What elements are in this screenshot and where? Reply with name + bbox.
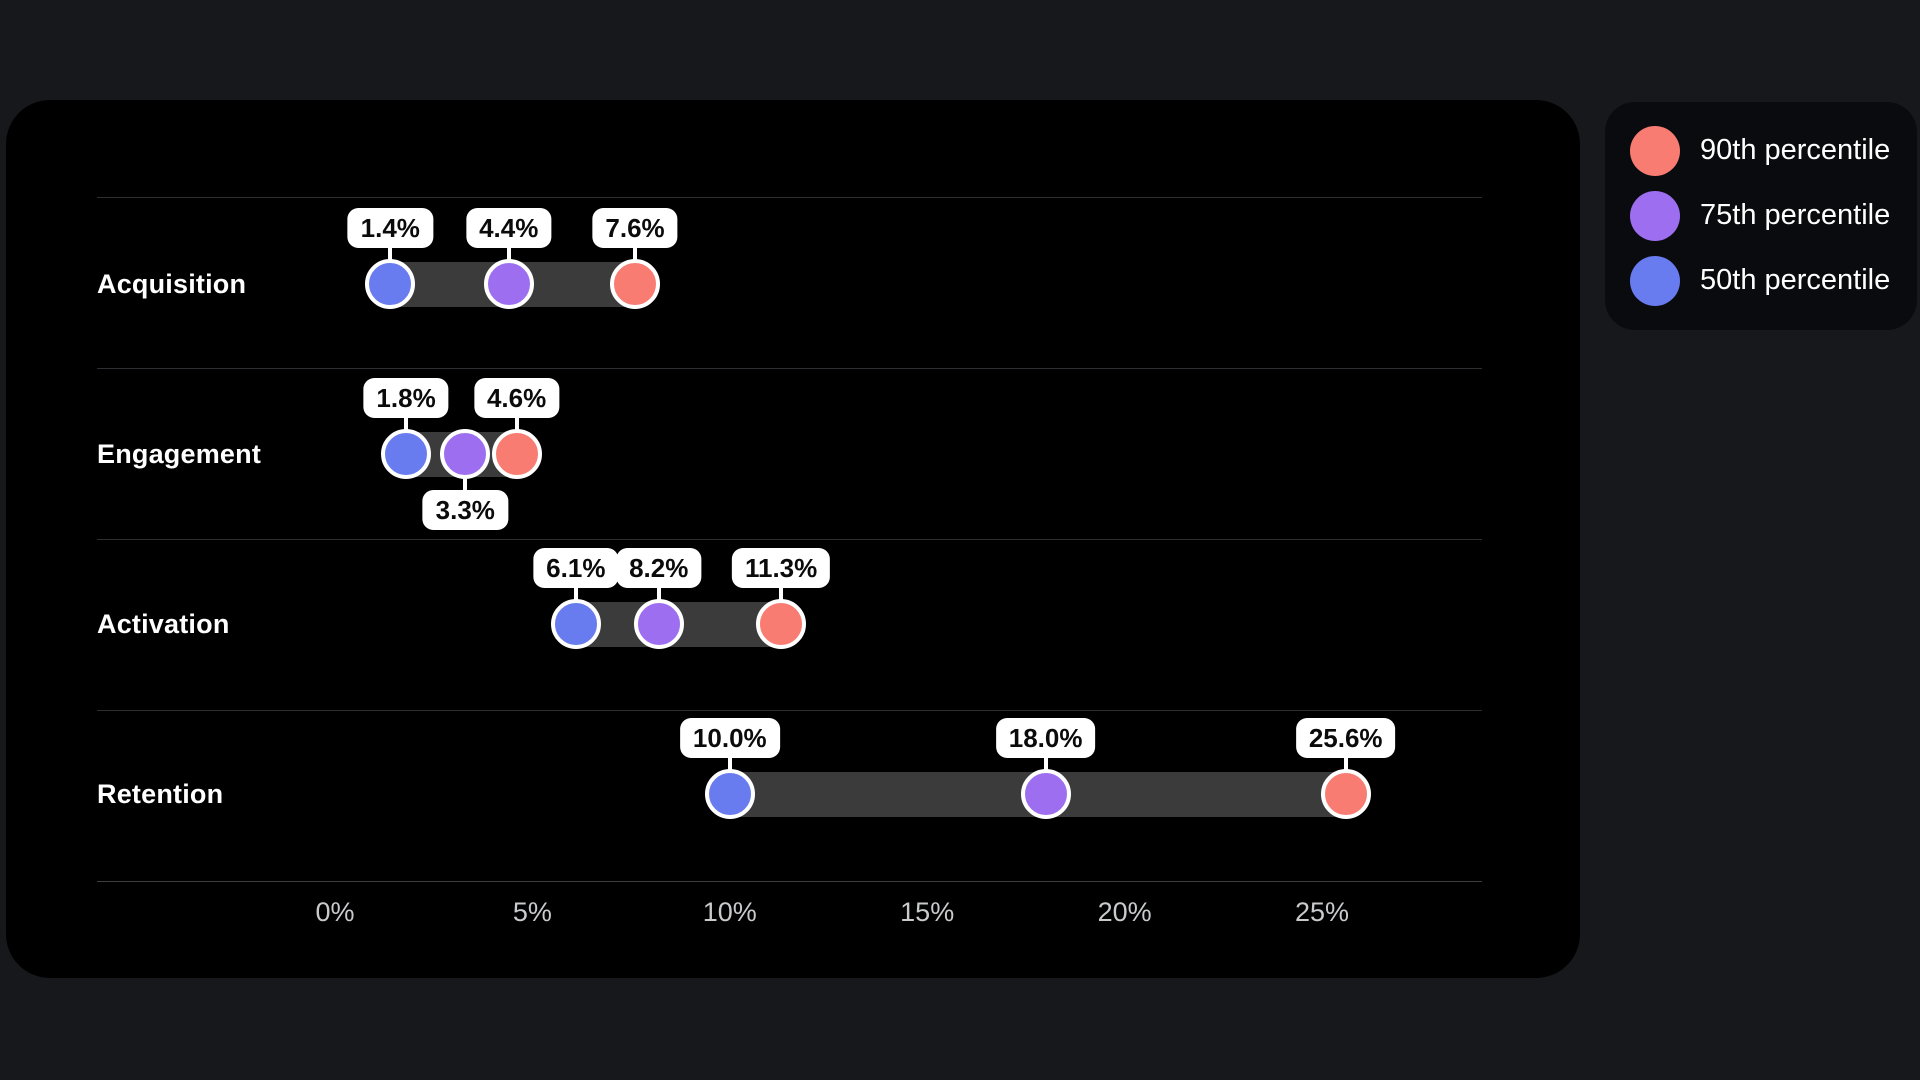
value-label-pill: 6.1%	[533, 548, 619, 588]
value-label-pill: 1.8%	[363, 378, 449, 418]
dot-p50[interactable]	[550, 599, 601, 649]
legend-item-label: 50th percentile	[1700, 264, 1891, 296]
dot-p75[interactable]	[483, 259, 534, 309]
category-label: Engagement	[97, 439, 262, 469]
label-stem	[404, 417, 409, 432]
dot-p90[interactable]	[491, 429, 542, 479]
value-label-pill: 11.3%	[731, 548, 831, 588]
axis-tick-label: 0%	[315, 897, 355, 927]
label-stem	[1043, 757, 1048, 772]
label-stem	[573, 587, 578, 602]
value-label-pill: 8.2%	[616, 548, 702, 588]
category-label: Acquisition	[97, 269, 247, 299]
row-separator	[97, 368, 1482, 369]
category-label: Retention	[97, 779, 224, 809]
dot-p90[interactable]	[610, 259, 661, 309]
legend-swatch-icon	[1630, 255, 1680, 306]
value-label-pill: 4.4%	[466, 208, 552, 248]
legend: 90th percentile 75th percentile 50th perce…	[1605, 102, 1917, 330]
label-stem	[1343, 757, 1348, 772]
row-separator	[97, 197, 1482, 198]
value-label-pill: 25.6%	[1295, 718, 1396, 758]
axis-tick-label: 15%	[900, 897, 955, 927]
label-stem	[633, 247, 638, 262]
value-label-pill: 4.6%	[473, 378, 560, 418]
dot-p90[interactable]	[756, 599, 807, 649]
label-stem	[388, 247, 393, 262]
dot-p90[interactable]	[1320, 769, 1371, 819]
label-stem	[514, 417, 519, 432]
label-stem	[463, 476, 468, 491]
value-label-pill: 1.4%	[347, 208, 433, 248]
dot-p50[interactable]	[365, 259, 416, 309]
value-label-pill: 3.3%	[422, 490, 508, 530]
label-stem	[779, 587, 784, 602]
legend-item-label: 90th percentile	[1700, 134, 1891, 166]
category-label: Activation	[97, 609, 230, 639]
legend-swatch-icon	[1630, 125, 1680, 176]
legend-item[interactable]: 75th percentile	[1630, 183, 1917, 248]
axis-tick-label: 5%	[512, 897, 552, 927]
axis-tick-label: 10%	[702, 897, 757, 927]
x-axis-line	[97, 881, 1482, 882]
label-stem	[656, 587, 661, 602]
legend-items: 90th percentile 75th percentile 50th perce…	[1605, 102, 1917, 313]
row-separator	[97, 539, 1482, 540]
legend-item[interactable]: 90th percentile	[1630, 118, 1917, 183]
value-label-pill: 10.0%	[679, 718, 780, 758]
dot-p50[interactable]	[704, 769, 755, 819]
row-separator	[97, 710, 1482, 711]
label-stem	[506, 247, 511, 262]
label-stem	[727, 757, 732, 772]
dot-p75[interactable]	[633, 599, 684, 649]
dot-p50[interactable]	[381, 429, 432, 479]
axis-tick-label: 25%	[1294, 897, 1350, 927]
dot-p75[interactable]	[440, 429, 491, 479]
legend-swatch-icon	[1630, 190, 1680, 241]
axis-tick-label: 20%	[1097, 897, 1152, 927]
dot-p75[interactable]	[1020, 769, 1071, 819]
value-label-pill: 7.6%	[592, 208, 678, 248]
legend-item[interactable]: 50th percentile	[1630, 248, 1917, 313]
value-label-pill: 18.0%	[995, 718, 1096, 758]
legend-item-label: 75th percentile	[1700, 199, 1891, 231]
